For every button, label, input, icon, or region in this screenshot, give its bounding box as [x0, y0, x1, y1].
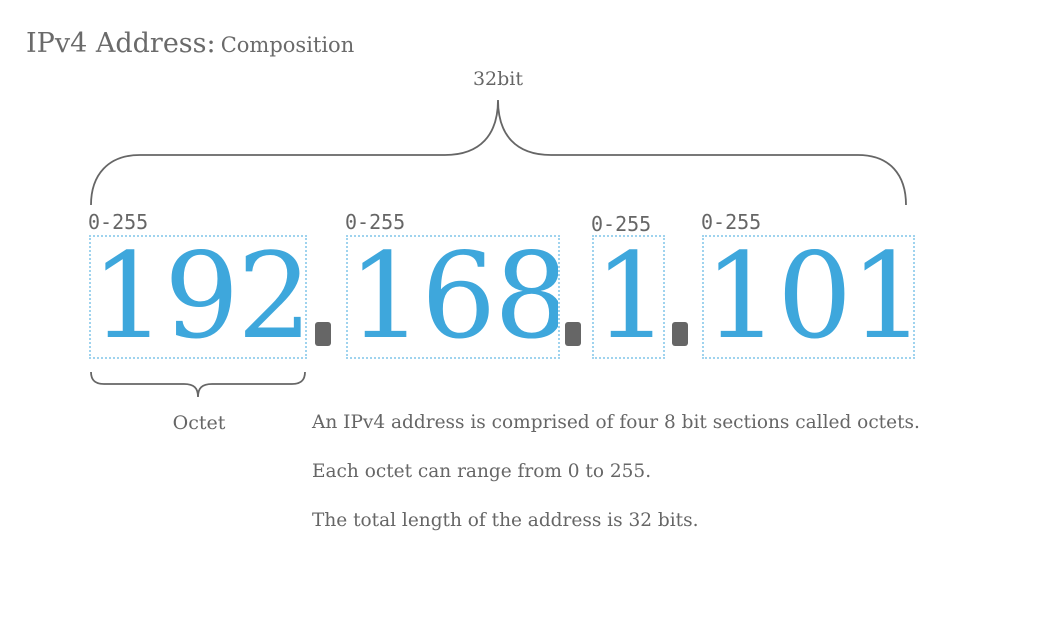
- octet-2-value: 168: [348, 235, 560, 359]
- total-bits-brace: [90, 99, 907, 206]
- octet-2-box: 168: [346, 235, 560, 359]
- octet-label: Octet: [172, 412, 226, 434]
- title-sub: Composition: [220, 33, 355, 57]
- description-line-2: Each octet can range from 0 to 255.: [312, 461, 652, 482]
- octet-3-range: 0-255: [591, 212, 652, 236]
- description-line-1: An IPv4 address is comprised of four 8 b…: [312, 412, 920, 433]
- octet-separator-dot-2: [565, 322, 581, 346]
- octet-1-range: 0-255: [88, 210, 149, 234]
- diagram-title: IPv4 Address: Composition: [26, 30, 354, 57]
- octet-4-value: 101: [704, 235, 915, 359]
- octet-brace: [90, 371, 306, 398]
- description-line-3: The total length of the address is 32 bi…: [312, 510, 699, 531]
- octet-4-box: 101: [702, 235, 915, 359]
- octet-2-range: 0-255: [345, 210, 406, 234]
- octet-separator-dot-1: [315, 322, 331, 346]
- octet-3-value: 1: [594, 235, 665, 359]
- octet-3-box: 1: [592, 235, 665, 359]
- octet-separator-dot-3: [672, 322, 688, 346]
- total-bits-label: 32bit: [472, 68, 524, 90]
- octet-1-value: 192: [91, 235, 307, 359]
- title-main: IPv4 Address:: [26, 28, 216, 59]
- octet-4-range: 0-255: [701, 210, 762, 234]
- octet-1-box: 192: [89, 235, 307, 359]
